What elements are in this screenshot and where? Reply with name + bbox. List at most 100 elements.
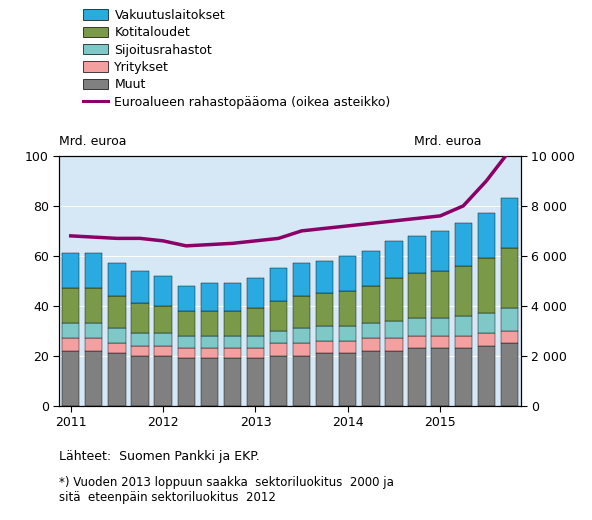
Bar bbox=[385, 321, 403, 338]
Bar bbox=[316, 326, 333, 341]
Bar bbox=[316, 353, 333, 406]
Bar bbox=[455, 348, 472, 406]
Bar bbox=[270, 343, 287, 356]
Bar bbox=[62, 323, 79, 338]
Bar bbox=[432, 271, 449, 318]
Bar bbox=[339, 326, 356, 341]
Bar bbox=[478, 213, 495, 258]
Bar bbox=[408, 236, 426, 274]
Bar bbox=[408, 348, 426, 406]
Bar bbox=[178, 348, 195, 358]
Bar bbox=[155, 356, 172, 406]
Bar bbox=[501, 249, 518, 308]
Bar bbox=[270, 331, 287, 343]
Bar bbox=[478, 346, 495, 406]
Bar bbox=[108, 343, 126, 353]
Bar bbox=[455, 266, 472, 316]
Bar bbox=[293, 328, 310, 343]
Bar bbox=[501, 199, 518, 249]
Bar bbox=[362, 251, 379, 286]
Bar bbox=[62, 253, 79, 288]
Bar bbox=[155, 346, 172, 356]
Bar bbox=[224, 358, 241, 406]
Bar bbox=[201, 283, 218, 311]
Bar bbox=[432, 231, 449, 271]
Bar bbox=[293, 343, 310, 356]
Bar bbox=[224, 336, 241, 348]
Bar bbox=[339, 256, 356, 291]
Text: Mrd. euroa: Mrd. euroa bbox=[414, 135, 482, 148]
Bar bbox=[362, 338, 379, 350]
Bar bbox=[501, 331, 518, 343]
Bar bbox=[339, 291, 356, 326]
Text: Lähteet:  Suomen Pankki ja EKP.: Lähteet: Suomen Pankki ja EKP. bbox=[59, 450, 260, 463]
Bar bbox=[478, 313, 495, 333]
Bar bbox=[131, 356, 149, 406]
Bar bbox=[85, 288, 102, 323]
Bar bbox=[455, 316, 472, 336]
Legend: Vakuutuslaitokset, Kotitaloudet, Sijoitusrahastot, Yritykset, Muut, Euroalueen r: Vakuutuslaitokset, Kotitaloudet, Sijoitu… bbox=[83, 9, 391, 109]
Bar bbox=[270, 268, 287, 301]
Text: *) Vuoden 2013 loppuun saakka  sektoriluokitus  2000 ja
sitä  eteenpäin sektoril: *) Vuoden 2013 loppuun saakka sektoriluo… bbox=[59, 476, 394, 504]
Bar bbox=[408, 274, 426, 318]
Bar bbox=[155, 306, 172, 333]
Bar bbox=[108, 263, 126, 296]
Bar bbox=[362, 323, 379, 338]
Bar bbox=[155, 333, 172, 346]
Bar bbox=[270, 301, 287, 331]
Bar bbox=[201, 358, 218, 406]
Bar bbox=[293, 356, 310, 406]
Bar bbox=[131, 346, 149, 356]
Bar bbox=[293, 263, 310, 296]
Bar bbox=[247, 358, 264, 406]
Bar bbox=[62, 288, 79, 323]
Bar bbox=[131, 271, 149, 303]
Bar bbox=[316, 341, 333, 353]
Bar bbox=[385, 241, 403, 278]
Bar bbox=[501, 343, 518, 406]
Bar bbox=[501, 308, 518, 331]
Bar bbox=[455, 224, 472, 266]
Bar bbox=[316, 293, 333, 326]
Bar bbox=[247, 278, 264, 308]
Bar bbox=[339, 341, 356, 353]
Bar bbox=[408, 336, 426, 348]
Bar bbox=[247, 348, 264, 358]
Bar bbox=[270, 356, 287, 406]
Bar bbox=[293, 296, 310, 328]
Bar bbox=[178, 336, 195, 348]
Bar bbox=[201, 311, 218, 336]
Bar bbox=[178, 286, 195, 311]
Bar bbox=[455, 336, 472, 348]
Bar bbox=[224, 311, 241, 336]
Bar bbox=[201, 348, 218, 358]
Bar bbox=[247, 308, 264, 336]
Bar bbox=[339, 353, 356, 406]
Bar bbox=[408, 318, 426, 336]
Bar bbox=[85, 338, 102, 350]
Bar bbox=[178, 358, 195, 406]
Bar bbox=[247, 336, 264, 348]
Bar bbox=[85, 253, 102, 288]
Bar bbox=[432, 318, 449, 336]
Bar bbox=[131, 303, 149, 333]
Bar bbox=[108, 353, 126, 406]
Bar bbox=[385, 278, 403, 321]
Bar bbox=[478, 333, 495, 346]
Bar bbox=[155, 276, 172, 306]
Bar bbox=[478, 258, 495, 313]
Bar bbox=[224, 348, 241, 358]
Bar bbox=[385, 350, 403, 406]
Bar bbox=[178, 311, 195, 336]
Bar bbox=[432, 336, 449, 348]
Bar bbox=[224, 283, 241, 311]
Bar bbox=[108, 296, 126, 328]
Bar bbox=[316, 261, 333, 293]
Bar bbox=[201, 336, 218, 348]
Bar bbox=[362, 350, 379, 406]
Bar bbox=[108, 328, 126, 343]
Bar bbox=[62, 350, 79, 406]
Bar bbox=[432, 348, 449, 406]
Bar bbox=[85, 323, 102, 338]
Bar bbox=[131, 333, 149, 346]
